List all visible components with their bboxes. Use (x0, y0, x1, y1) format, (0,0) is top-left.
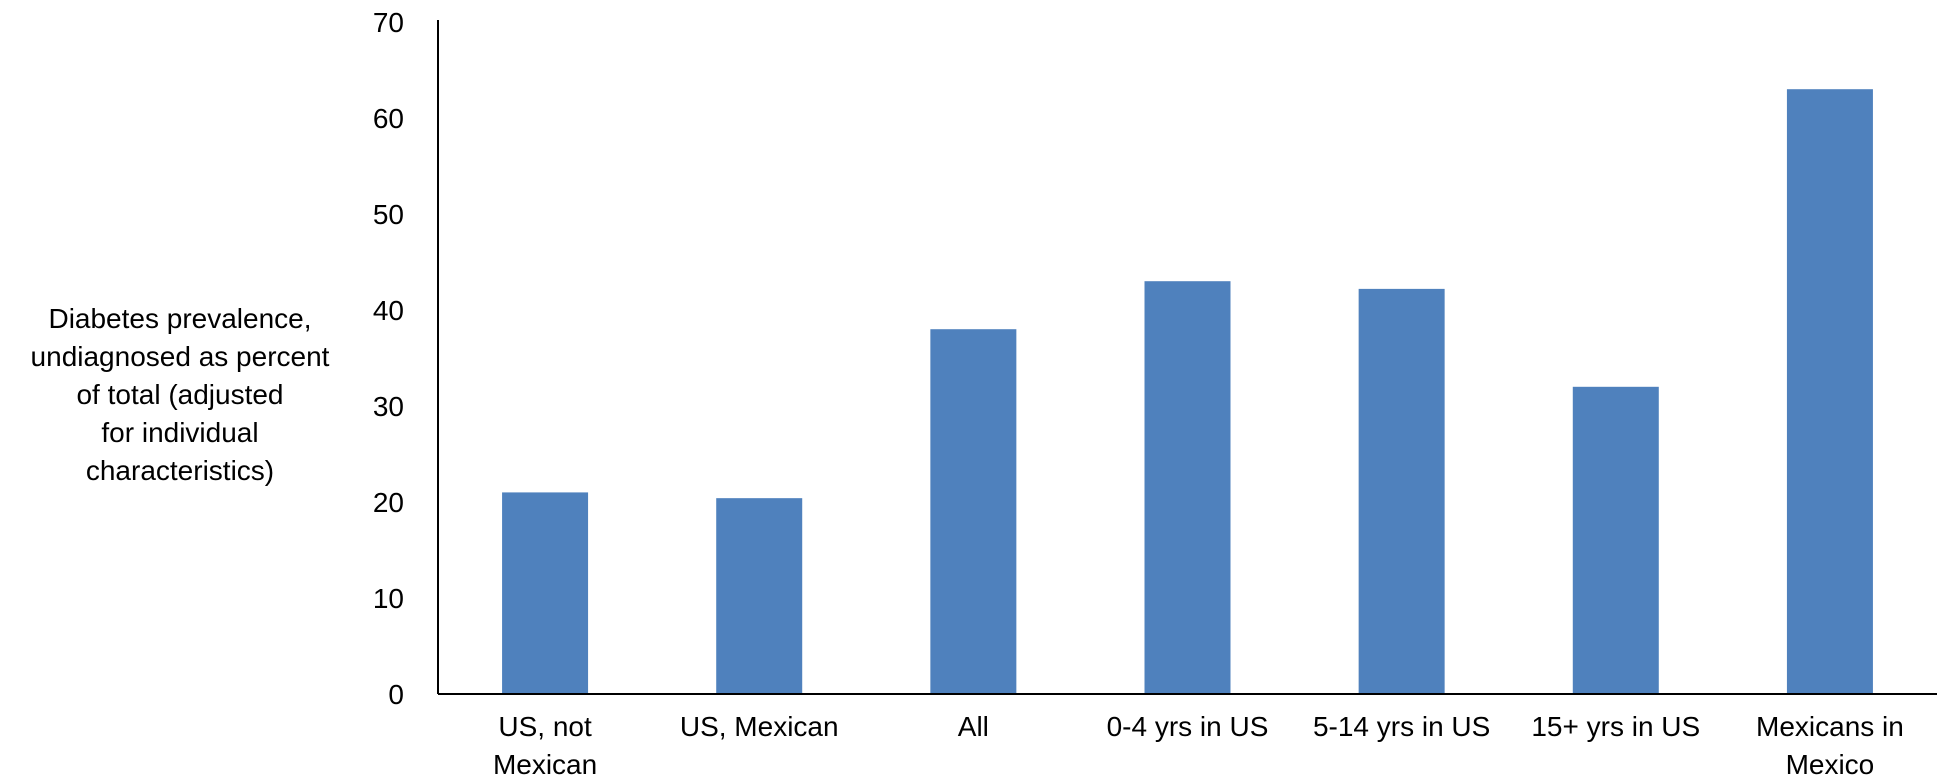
x-tick-label: US, Mexican (680, 711, 839, 742)
y-axis-label: Diabetes prevalence, undiagnosed as perc… (0, 300, 360, 490)
y-tick-label: 40 (373, 295, 404, 326)
y-tick-label: 20 (373, 487, 404, 518)
y-tick-label: 70 (373, 7, 404, 38)
bars-layer (502, 89, 1873, 694)
y-tick-labels: 0 10 20 30 40 50 60 70 (373, 7, 404, 710)
x-tick-label: 5-14 yrs in US (1313, 711, 1490, 742)
bar (502, 492, 589, 694)
y-axis-label-line: undiagnosed as percent (30, 341, 330, 372)
axes-layer (437, 20, 1937, 695)
y-axis-label-line: characteristics) (85, 455, 275, 486)
y-tick-label: 30 (373, 391, 404, 422)
x-tick-labels: US, not Mexican US, Mexican All 0-4 yrs in U… (493, 711, 1904, 777)
x-tick-label: All (958, 711, 989, 742)
x-tick-label: Mexican (493, 749, 597, 777)
bar (1572, 386, 1659, 694)
bar (1144, 281, 1231, 694)
bar (930, 329, 1017, 694)
x-tick-label: Mexico (1786, 749, 1875, 777)
y-tick-label: 0 (388, 679, 404, 710)
y-tick-label: 60 (373, 103, 404, 134)
x-tick-label: Mexicans in (1756, 711, 1904, 742)
bar (716, 498, 803, 694)
y-axis-label-line: Diabetes prevalence, (48, 303, 312, 334)
y-axis-label-line: for individual (101, 417, 259, 448)
bar (1358, 288, 1445, 694)
x-tick-label: US, not (498, 711, 592, 742)
y-axis-label-line: of total (adjusted (76, 379, 284, 410)
x-tick-label: 0-4 yrs in US (1107, 711, 1269, 742)
x-tick-label: 15+ yrs in US (1531, 711, 1700, 742)
y-tick-label: 10 (373, 583, 404, 614)
y-tick-label: 50 (373, 199, 404, 230)
bar (1786, 89, 1873, 694)
